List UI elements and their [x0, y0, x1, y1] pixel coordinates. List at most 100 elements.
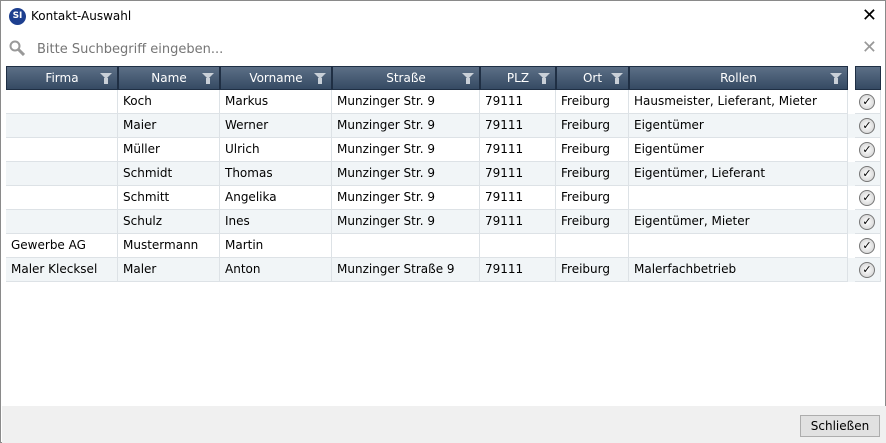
filter-icon[interactable]: [202, 73, 214, 84]
cell-ort: Freiburg: [556, 162, 629, 186]
cell-vorname: Ulrich: [220, 138, 332, 162]
table-row[interactable]: Schmitt Angelika Munzinger Str. 9 79111 Frei…: [6, 186, 881, 210]
cell-rollen: Eigentümer, Lieferant: [629, 162, 848, 186]
table-row[interactable]: Schulz Ines Munzinger Str. 9 79111 Freiburg E…: [6, 210, 881, 234]
close-button[interactable]: Schließen: [800, 415, 880, 437]
filter-icon[interactable]: [462, 73, 474, 84]
check-circle-icon[interactable]: ✓: [859, 94, 875, 110]
table-row[interactable]: Maier Werner Munzinger Str. 9 79111 Freiburg…: [6, 114, 881, 138]
footer: Schließen: [2, 406, 886, 443]
cell-rollen: Hausmeister, Lieferant, Mieter: [629, 90, 848, 114]
cell-strasse: Munzinger Str. 9: [332, 210, 480, 234]
check-circle-icon[interactable]: ✓: [859, 142, 875, 158]
cell-rollen: Malerfachbetrieb: [629, 258, 848, 282]
title-bar: SI Kontakt-Auswahl ✕: [1, 1, 886, 33]
cell-firma: [6, 114, 118, 138]
cell-vorname: Angelika: [220, 186, 332, 210]
cell-select: ✓: [855, 258, 881, 282]
filter-icon[interactable]: [538, 73, 550, 84]
column-header-plz[interactable]: PLZ: [480, 66, 556, 90]
filter-icon[interactable]: [830, 73, 842, 84]
cell-strasse: Munzinger Str. 9: [332, 114, 480, 138]
cell-rollen: Eigentümer: [629, 138, 848, 162]
cell-ort: Freiburg: [556, 258, 629, 282]
cell-plz: 79111: [480, 210, 556, 234]
table-row[interactable]: Gewerbe AG Mustermann Martin ✓: [6, 234, 881, 258]
check-circle-icon[interactable]: ✓: [859, 118, 875, 134]
cell-plz: 79111: [480, 162, 556, 186]
app-logo: SI: [9, 8, 26, 25]
check-circle-icon[interactable]: ✓: [859, 190, 875, 206]
cell-vorname: Markus: [220, 90, 332, 114]
cell-select: ✓: [855, 234, 881, 258]
cell-rollen: [629, 234, 848, 258]
contacts-grid: Firma Name Vorname Straße PLZ Ort Rollen Koch Ma…: [6, 66, 881, 406]
cell-name: Mustermann: [118, 234, 220, 258]
column-header-vorname[interactable]: Vorname: [220, 66, 332, 90]
cell-name: Schmidt: [118, 162, 220, 186]
cell-name: Maler: [118, 258, 220, 282]
window-title: Kontakt-Auswahl: [31, 9, 132, 23]
cell-firma: [6, 186, 118, 210]
check-circle-icon[interactable]: ✓: [859, 214, 875, 230]
cell-select: ✓: [855, 210, 881, 234]
column-header-label: PLZ: [506, 71, 530, 85]
clear-search-icon[interactable]: ✕: [861, 37, 877, 58]
cell-firma: Gewerbe AG: [6, 234, 118, 258]
cell-ort: Freiburg: [556, 138, 629, 162]
cell-plz: [480, 234, 556, 258]
filter-icon[interactable]: [100, 73, 112, 84]
cell-strasse: [332, 234, 480, 258]
table-row[interactable]: Schmidt Thomas Munzinger Str. 9 79111 Freibu…: [6, 162, 881, 186]
filter-icon[interactable]: [611, 73, 623, 84]
cell-select: ✓: [855, 162, 881, 186]
filter-icon[interactable]: [314, 73, 326, 84]
table-row[interactable]: Maler Klecksel Maler Anton Munzinger Straße…: [6, 258, 881, 282]
cell-ort: Freiburg: [556, 210, 629, 234]
cell-name: Schmitt: [118, 186, 220, 210]
column-header-rollen[interactable]: Rollen: [629, 66, 848, 90]
check-circle-icon[interactable]: ✓: [859, 262, 875, 278]
column-header-name[interactable]: Name: [118, 66, 220, 90]
cell-select: ✓: [855, 114, 881, 138]
cell-select: ✓: [855, 138, 881, 162]
column-header-select: [855, 66, 881, 90]
cell-rollen: Eigentümer, Mieter: [629, 210, 848, 234]
cell-vorname: Ines: [220, 210, 332, 234]
cell-firma: [6, 138, 118, 162]
cell-plz: 79111: [480, 90, 556, 114]
column-header-label: Vorname: [249, 71, 303, 85]
cell-vorname: Thomas: [220, 162, 332, 186]
cell-plz: 79111: [480, 186, 556, 210]
column-header-firma[interactable]: Firma: [6, 66, 118, 90]
cell-firma: [6, 90, 118, 114]
check-circle-icon[interactable]: ✓: [859, 238, 875, 254]
cell-strasse: Munzinger Str. 9: [332, 90, 480, 114]
column-resize-handle[interactable]: [849, 68, 853, 88]
column-header-strasse[interactable]: Straße: [332, 66, 480, 90]
cell-plz: 79111: [480, 138, 556, 162]
column-header-label: Ort: [582, 71, 603, 85]
cell-rollen: Eigentümer: [629, 114, 848, 138]
cell-vorname: Werner: [220, 114, 332, 138]
cell-strasse: Munzinger Str. 9: [332, 186, 480, 210]
search-icon: [9, 40, 25, 56]
column-header-label: Straße: [386, 71, 426, 85]
check-circle-icon[interactable]: ✓: [859, 166, 875, 182]
cell-name: Maier: [118, 114, 220, 138]
table-row[interactable]: Koch Markus Munzinger Str. 9 79111 Freiburg H…: [6, 90, 881, 114]
cell-strasse: Munzinger Str. 9: [332, 138, 480, 162]
cell-name: Koch: [118, 90, 220, 114]
column-header-ort[interactable]: Ort: [556, 66, 629, 90]
cell-name: Schulz: [118, 210, 220, 234]
cell-name: Müller: [118, 138, 220, 162]
cell-ort: Freiburg: [556, 114, 629, 138]
search-input[interactable]: [35, 37, 835, 61]
cell-select: ✓: [855, 90, 881, 114]
table-row[interactable]: Müller Ulrich Munzinger Str. 9 79111 Freibur…: [6, 138, 881, 162]
cell-vorname: Martin: [220, 234, 332, 258]
cell-firma: [6, 210, 118, 234]
search-bar: ✕: [7, 37, 881, 61]
close-icon[interactable]: ✕: [861, 5, 877, 26]
